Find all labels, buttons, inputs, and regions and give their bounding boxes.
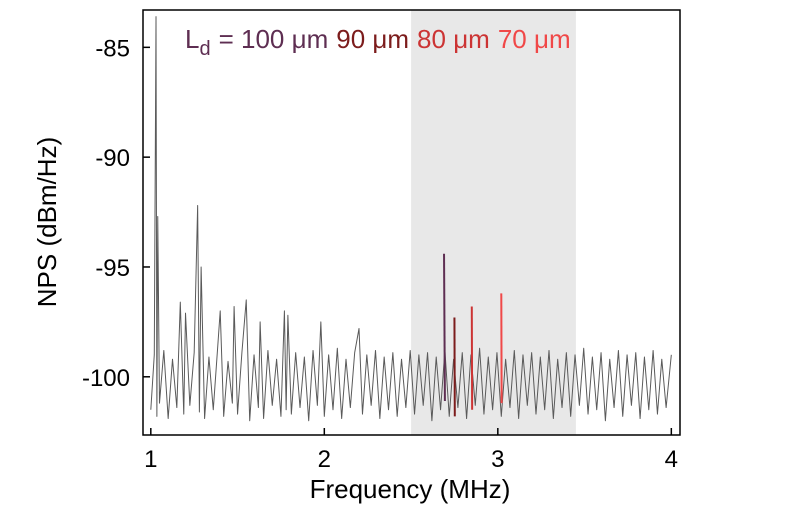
x-axis-title: Frequency (MHz) — [310, 474, 511, 504]
legend-entry: 70 μm — [498, 24, 571, 54]
x-tick-label: 4 — [665, 446, 678, 473]
legend-entry: = 100 μm — [219, 24, 329, 54]
legend-symbol: L — [185, 24, 199, 54]
legend-entry: 80 μm — [417, 24, 490, 54]
plot-area — [150, 10, 672, 435]
series-line — [443, 253, 446, 401]
x-tick-label: 1 — [144, 446, 157, 473]
legend: Ld = 100 μm 90 μm 80 μm 70 μm — [185, 24, 571, 60]
plot-frame — [142, 9, 681, 436]
x-tick-label: 2 — [318, 446, 331, 473]
y-axis-title: NPS (dBm/Hz) — [32, 137, 62, 307]
y-tick-label: -90 — [95, 145, 130, 172]
y-tick-label: -85 — [95, 35, 130, 62]
y-tick-label: -100 — [82, 365, 130, 392]
x-tick-label: 3 — [491, 446, 504, 473]
series-line — [150, 16, 672, 422]
legend-entry: 90 μm — [336, 24, 409, 54]
legend-subscript: d — [199, 38, 210, 60]
shaded-region — [411, 10, 576, 435]
y-tick-label: -95 — [95, 255, 130, 282]
